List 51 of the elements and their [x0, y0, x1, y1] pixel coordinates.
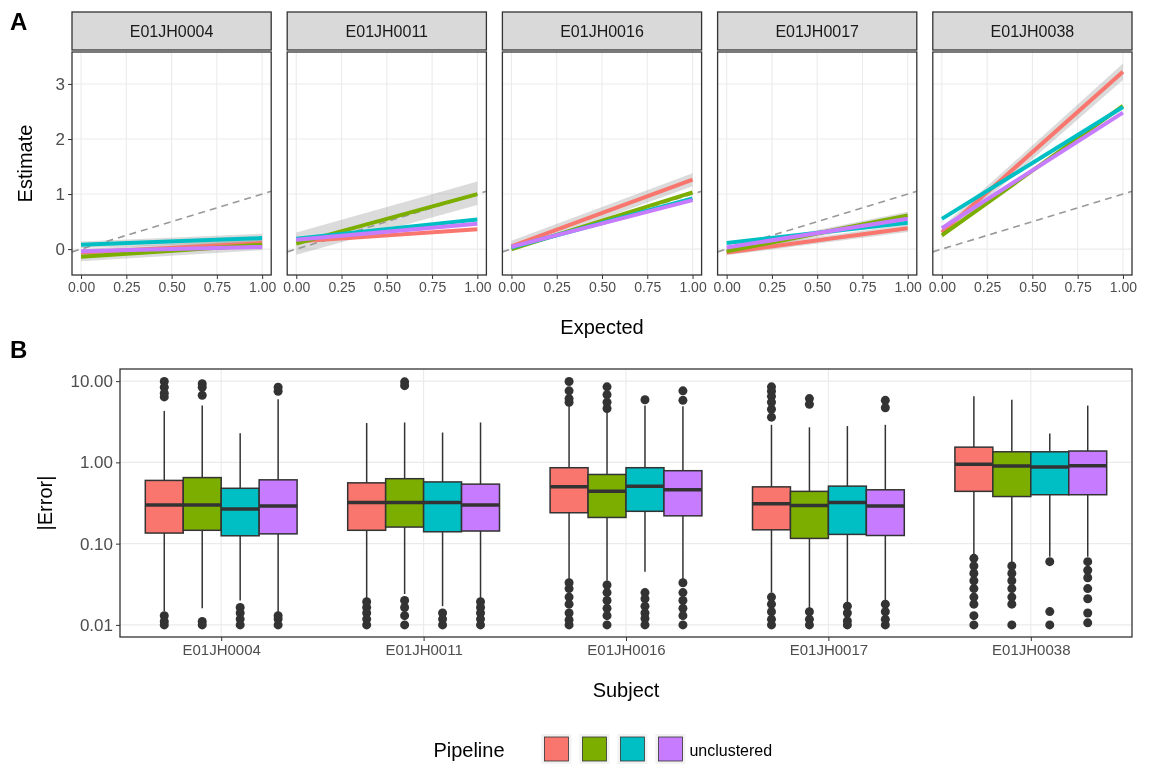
- chart-title: E01JH0017: [775, 23, 860, 40]
- x-tick-label: 1.00: [894, 278, 923, 295]
- x-tick-label: E01JH0038: [992, 640, 1071, 658]
- x-tick-label: 1.00: [249, 278, 277, 295]
- y-tick-label: 0: [55, 240, 65, 260]
- legend-title: Pipeline: [433, 739, 505, 761]
- legend-label: unclustered: [689, 742, 773, 759]
- x-tick-label: 0.50: [588, 278, 617, 295]
- x-tick-label: 1.00: [1109, 278, 1138, 295]
- x-tick-label: 0.25: [543, 278, 572, 295]
- y-tick-label: 1.00: [79, 453, 113, 473]
- x-tick-label: 0.25: [328, 278, 356, 295]
- x-tick-label: 0.50: [1019, 278, 1047, 295]
- x-tick-label: 1.00: [464, 278, 492, 295]
- y-axis-title: Estimate: [14, 124, 36, 203]
- x-tick-label: E01JH0004: [182, 640, 261, 658]
- x-tick-label: 0.00: [283, 278, 311, 295]
- y-tick-label: 3: [55, 74, 65, 94]
- x-tick-label: 0.50: [158, 278, 186, 295]
- x-tick-label: 0.50: [804, 278, 832, 295]
- x-tick-label: 0.00: [713, 278, 741, 295]
- y-tick-label: 1: [55, 185, 65, 204]
- x-tick-label: 0.25: [974, 278, 1002, 295]
- chart-title: E01JH0016: [560, 23, 644, 40]
- chart-title: E01JH0004: [129, 23, 214, 40]
- x-tick-label: 0.75: [418, 278, 447, 295]
- x-tick-label: 0.75: [634, 278, 662, 295]
- x-tick-label: 0.25: [758, 278, 787, 295]
- y-tick-label: 0.01: [79, 615, 113, 635]
- x-tick-label: 0.75: [203, 278, 232, 295]
- y-axis-title: |Error|: [34, 475, 56, 531]
- x-axis-title: Subject: [592, 679, 660, 701]
- chart-title: E01JH0038: [990, 23, 1075, 40]
- x-tick-label: 0.75: [849, 278, 877, 295]
- x-tick-label: 1.00: [679, 278, 707, 295]
- x-tick-label: 0.25: [113, 278, 141, 295]
- x-tick-label: 0.00: [498, 278, 526, 295]
- x-tick-label: E01JH0017: [789, 640, 869, 658]
- y-tick-label: 0.10: [79, 534, 113, 554]
- x-axis-title: Expected: [560, 316, 644, 338]
- x-tick-label: 0.50: [373, 278, 402, 295]
- text: A: [10, 8, 28, 35]
- x-tick-label: E01JH0016: [587, 640, 666, 658]
- chart-title: E01JH0011: [345, 23, 429, 40]
- x-tick-label: 0.00: [928, 278, 957, 295]
- x-tick-label: 0.75: [1064, 278, 1093, 295]
- x-tick-label: E01JH0011: [385, 640, 463, 658]
- y-tick-label: 10.00: [70, 372, 113, 392]
- text: B: [10, 336, 28, 363]
- y-tick-label: 2: [55, 129, 65, 149]
- x-tick-label: 0.00: [67, 278, 96, 295]
